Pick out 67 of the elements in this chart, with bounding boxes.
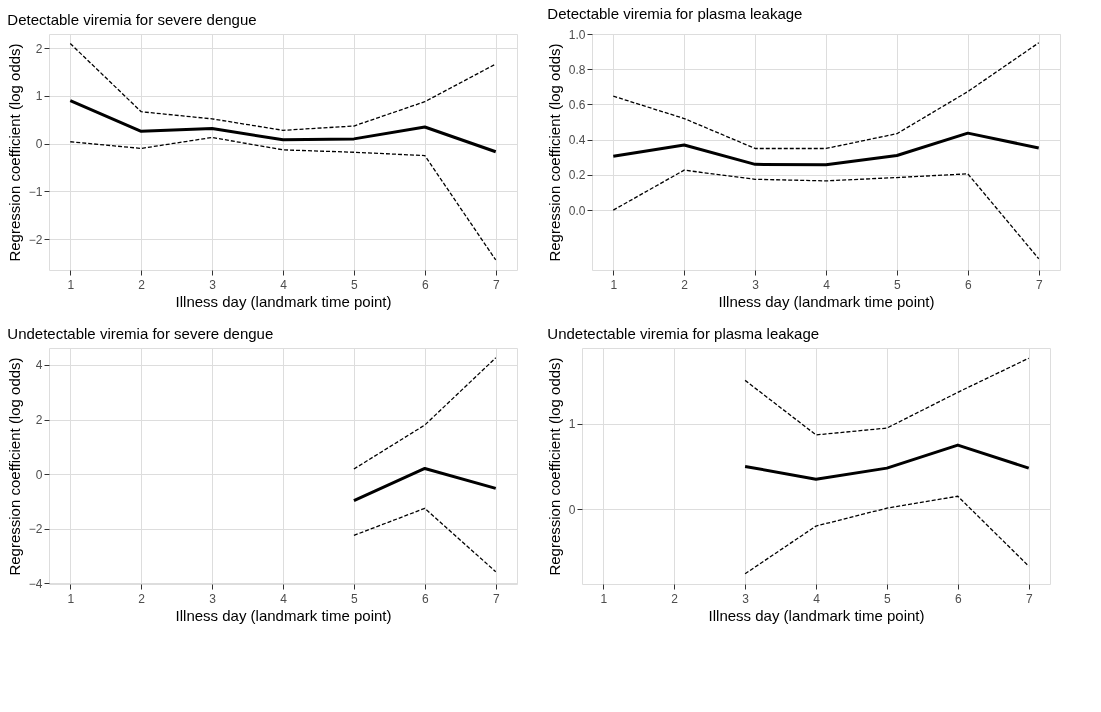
x-tick-label: 7	[492, 277, 500, 292]
y-tick-label: 0	[35, 137, 43, 152]
x-tick-label: 1	[600, 591, 608, 606]
y-tick-label: −4	[28, 576, 43, 591]
x-tick-label: 6	[964, 277, 972, 292]
y-tick-label: 1	[568, 417, 576, 432]
y-tick-label: 0	[568, 502, 576, 517]
x-tick-label: 4	[823, 277, 831, 292]
x-tick-label: 5	[884, 591, 892, 606]
y-axis-title: Regression coefficient (log odds)	[5, 357, 23, 576]
y-axis-title: Regression coefficient (log odds)	[545, 43, 563, 262]
x-tick-label: 3	[209, 591, 217, 606]
x-tick-label: 5	[351, 277, 359, 292]
y-tick-label: 0.4	[568, 133, 586, 148]
x-tick-label: 3	[742, 591, 750, 606]
line-series	[611, 131, 1041, 167]
x-tick-label: 5	[351, 591, 359, 606]
chart-title: Undetectable viremia for plasma leakage	[547, 325, 820, 342]
x-tick-label: 6	[421, 591, 429, 606]
x-tick-label: 1	[610, 277, 618, 292]
x-tick-label: 4	[280, 591, 288, 606]
y-tick-label: 1	[35, 89, 43, 104]
y-tick-label: 1.0	[568, 27, 586, 42]
line-series	[743, 443, 1031, 481]
y-tick-label: 0.6	[568, 97, 586, 112]
x-tick-label: 4	[813, 591, 821, 606]
x-tick-label: 2	[138, 591, 146, 606]
y-axis-title: Regression coefficient (log odds)	[5, 43, 23, 262]
line-series	[612, 42, 1040, 150]
line-series	[69, 42, 497, 131]
x-tick-label: 2	[138, 277, 146, 292]
x-tick-label: 5	[894, 277, 902, 292]
chart-title: Detectable viremia for plasma leakage	[547, 5, 803, 22]
line-series	[69, 136, 497, 261]
x-tick-label: 6	[954, 591, 962, 606]
line-series	[68, 99, 498, 154]
x-axis-title: Illness day (landmark time point)	[175, 292, 392, 310]
x-tick-label: 2	[671, 591, 679, 606]
y-tick-label: 0.8	[568, 62, 586, 77]
y-tick-label: 2	[35, 41, 43, 56]
chart-title: Undetectable viremia for severe dengue	[7, 325, 274, 342]
x-axis-title: Illness day (landmark time point)	[718, 292, 935, 310]
y-tick-label: −2	[28, 522, 43, 537]
y-tick-label: −2	[28, 232, 43, 247]
y-tick-label: 2	[35, 413, 43, 428]
y-tick-label: 0.0	[568, 203, 586, 218]
y-tick-label: 4	[35, 358, 43, 373]
x-tick-label: 1	[67, 277, 75, 292]
x-tick-label: 3	[209, 277, 217, 292]
y-axis-title: Regression coefficient (log odds)	[545, 357, 563, 576]
x-tick-label: 6	[421, 277, 429, 292]
line-series	[744, 357, 1030, 436]
x-axis-title: Illness day (landmark time point)	[175, 606, 392, 624]
line-series	[612, 169, 1040, 260]
x-tick-label: 3	[752, 277, 760, 292]
x-tick-label: 4	[280, 277, 288, 292]
line-series	[744, 495, 1030, 575]
x-tick-label: 2	[681, 277, 689, 292]
chart-title: Detectable viremia for severe dengue	[7, 11, 257, 28]
x-tick-label: 7	[492, 591, 500, 606]
x-axis-title: Illness day (landmark time point)	[708, 606, 925, 624]
y-tick-label: 0.2	[568, 168, 586, 183]
x-tick-label: 7	[1025, 591, 1033, 606]
y-tick-label: −1	[28, 184, 43, 199]
x-tick-label: 7	[1035, 277, 1043, 292]
y-tick-label: 0	[35, 467, 43, 482]
x-tick-label: 1	[67, 591, 75, 606]
